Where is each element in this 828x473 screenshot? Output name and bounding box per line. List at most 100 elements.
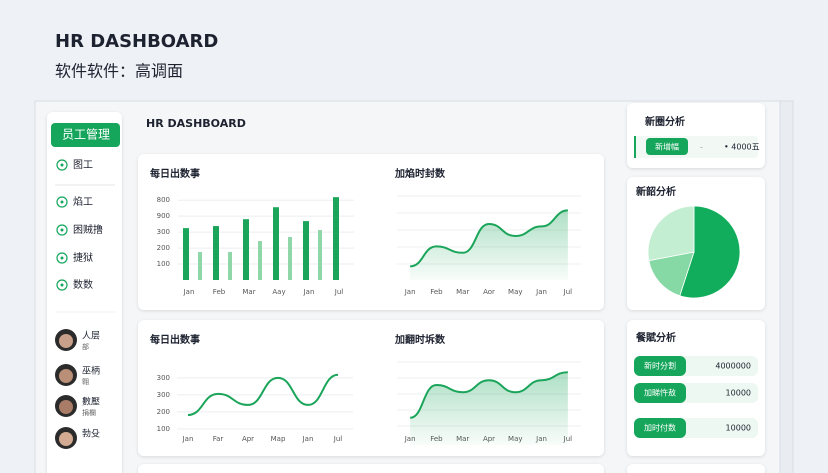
bar xyxy=(213,226,219,280)
menu-icon xyxy=(56,196,68,208)
line xyxy=(409,371,568,419)
pie-slice xyxy=(679,205,741,299)
bar xyxy=(333,197,339,280)
line xyxy=(409,209,568,268)
y-tick-label: 300 xyxy=(157,391,170,399)
person-role: 部 xyxy=(82,342,89,351)
tag xyxy=(634,418,686,438)
sidebar-header xyxy=(51,123,120,147)
x-tick-label: Jan xyxy=(182,435,194,443)
menu-icon-dot xyxy=(60,200,64,204)
card xyxy=(627,103,765,168)
chart-title: 每日出数事 xyxy=(150,333,200,346)
tag-label: 新增幅 xyxy=(655,142,679,152)
bar xyxy=(243,219,249,280)
row-accent xyxy=(634,136,636,158)
x-tick-label: Jan xyxy=(404,288,416,296)
person-name: 巫柄 xyxy=(82,365,100,377)
y-tick-label: 900 xyxy=(157,212,170,220)
menu-item: 捷狱 xyxy=(73,251,93,264)
avatar-face xyxy=(59,400,73,414)
menu-icon-dot xyxy=(60,283,64,287)
y-tick-label: 100 xyxy=(157,260,170,268)
x-tick-label: Mar xyxy=(456,288,469,296)
bar xyxy=(303,221,309,280)
menu-icon-dot xyxy=(60,163,64,167)
y-tick-label: 200 xyxy=(157,244,170,252)
x-tick-label: Aor xyxy=(483,288,495,296)
tag xyxy=(646,138,688,155)
sidebar-title: 员工管理 xyxy=(62,127,110,142)
x-tick-label: Feb xyxy=(213,288,226,296)
tag-label: 新时分割 xyxy=(644,361,676,371)
pie-slice xyxy=(648,251,695,297)
menu-icon xyxy=(56,224,68,236)
person-role: 捐欄 xyxy=(82,408,96,417)
menu-item: 图工 xyxy=(73,159,93,171)
x-tick-label: May xyxy=(508,288,522,296)
page-subtitle: 软件软件：高调面 xyxy=(55,62,183,81)
x-tick-label: Jan xyxy=(535,288,547,296)
y-tick-label: 200 xyxy=(157,408,170,416)
y-tick-label: 300 xyxy=(157,374,170,382)
main-title: HR DASHBOARD xyxy=(146,117,246,130)
pie-slice xyxy=(647,205,695,262)
person-name: 數壓 xyxy=(82,396,100,408)
bar xyxy=(258,241,262,280)
chart-title: 加焰时封数 xyxy=(394,167,446,180)
stat-value: 10000 xyxy=(726,389,751,398)
bar xyxy=(318,230,322,280)
x-tick-label: Mar xyxy=(242,288,255,296)
page-title: HR DASHBOARD xyxy=(55,31,218,52)
chart-title: 加翻时坼数 xyxy=(394,333,446,346)
x-tick-label: Jul xyxy=(333,435,343,443)
panel-title: 餐賦分析 xyxy=(635,331,676,344)
tag xyxy=(634,383,686,403)
avatar-face xyxy=(59,334,73,348)
bar xyxy=(183,228,189,280)
x-tick-label: Feb xyxy=(430,288,443,296)
menu-item: 数数 xyxy=(73,278,93,291)
y-tick-label: 800 xyxy=(157,196,170,204)
stat-value: 4000000 xyxy=(715,362,751,371)
x-tick-label: Far xyxy=(213,435,224,443)
x-tick-label: Aay xyxy=(272,288,285,296)
tag xyxy=(634,356,686,376)
card xyxy=(627,464,765,473)
person-role: 翱 xyxy=(82,377,89,386)
stat-value: 10000 xyxy=(726,424,751,433)
menu-item: 困贼撸 xyxy=(73,223,103,236)
x-tick-label: Apr xyxy=(242,435,254,443)
growth-value: • 4000五 xyxy=(724,143,760,152)
x-tick-label: Jul xyxy=(563,288,573,296)
menu-item: 焰工 xyxy=(73,195,93,208)
panel-title: 新圈分析 xyxy=(645,115,685,128)
bar xyxy=(288,237,292,280)
bar xyxy=(273,207,279,280)
scroll-edge xyxy=(779,100,794,473)
person-name: 勃殳 xyxy=(82,428,100,440)
y-tick-label: 100 xyxy=(157,425,170,433)
avatar-face xyxy=(59,432,73,446)
chart-title: 每日出数事 xyxy=(150,167,200,180)
line xyxy=(187,373,339,416)
avatar-face xyxy=(59,369,73,383)
tag-label: 加睇忤敖 xyxy=(644,388,676,398)
menu-icon xyxy=(56,279,68,291)
x-tick-label: Jul xyxy=(334,288,344,296)
card xyxy=(138,464,604,473)
bar xyxy=(228,252,232,280)
person-name: 人层 xyxy=(82,331,100,342)
menu-icon xyxy=(56,252,68,264)
menu-icon xyxy=(56,159,68,171)
area xyxy=(410,372,568,445)
x-tick-label: Jan xyxy=(404,435,416,443)
x-tick-label: Map xyxy=(271,435,286,443)
area xyxy=(410,210,568,280)
x-tick-label: Jan xyxy=(303,288,315,296)
x-tick-label: Jan xyxy=(302,435,314,443)
menu-icon-dot xyxy=(60,228,64,232)
y-tick-label: 300 xyxy=(157,228,170,236)
